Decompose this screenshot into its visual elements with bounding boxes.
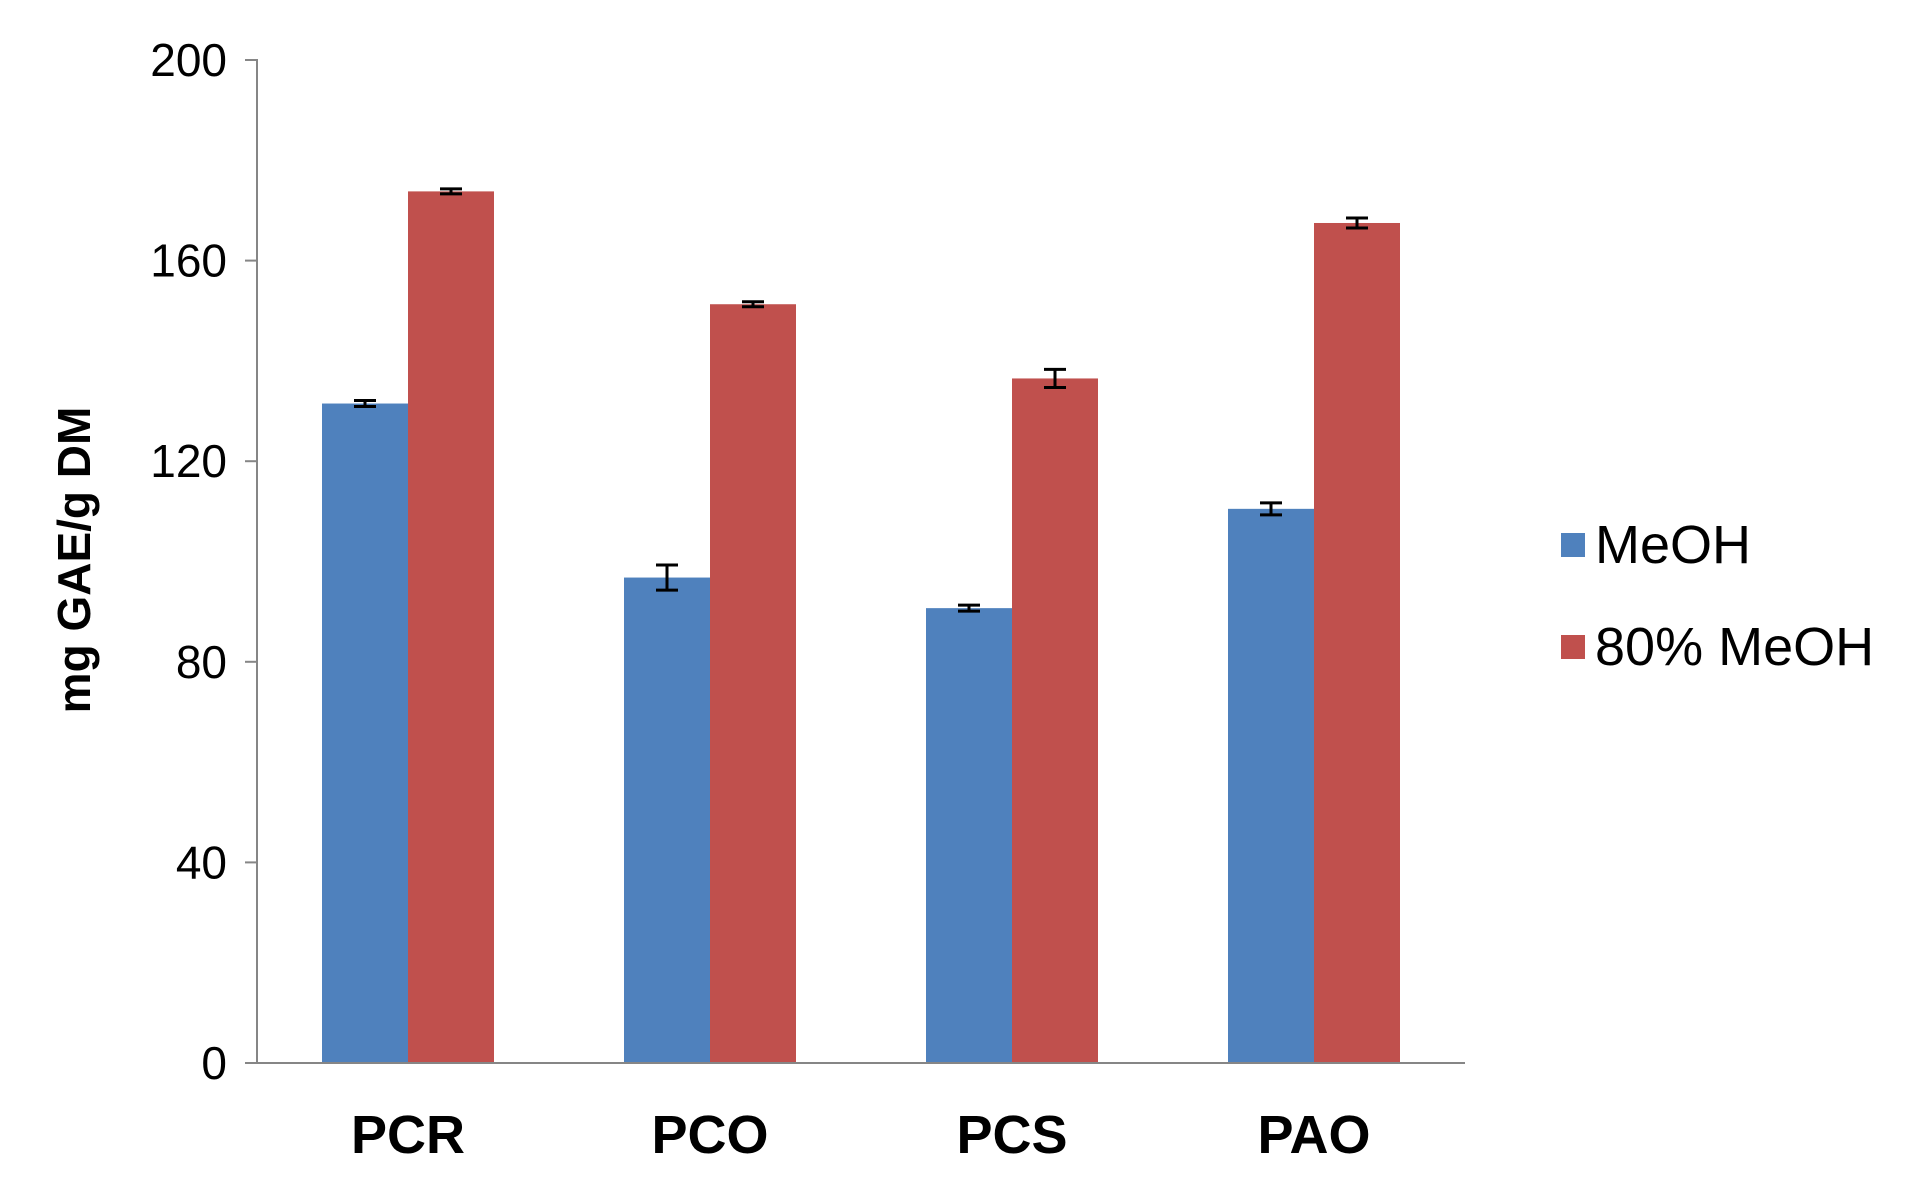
x-category-label: PCR [351, 1105, 465, 1165]
bar-pcs-series-1 [926, 608, 1012, 1063]
y-axis-title: mg GAE/g DM [48, 407, 100, 714]
y-tick-label: 80 [176, 636, 227, 688]
bar-pco-series-1 [624, 577, 710, 1063]
bar-pcs-series-2 [1012, 378, 1098, 1063]
legend-label: 80% MeOH [1595, 617, 1874, 677]
bar-pao-series-2 [1314, 222, 1400, 1064]
x-category-label: PAO [1257, 1105, 1370, 1165]
legend-label: MeOH [1595, 515, 1751, 575]
bar-pco-series-2 [710, 304, 796, 1064]
x-category-label: PCO [651, 1105, 768, 1165]
bar-pao-series-1 [1228, 508, 1314, 1063]
y-tick-label: 160 [150, 235, 227, 287]
y-tick-label: 200 [150, 34, 227, 86]
bar-pcr-series-2 [408, 191, 494, 1063]
y-tick-label: 0 [201, 1037, 227, 1089]
y-tick-label: 40 [176, 836, 227, 888]
legend-swatch [1561, 533, 1585, 557]
y-tick-label: 120 [150, 435, 227, 487]
legend-swatch [1561, 635, 1585, 659]
bar-pcr-series-1 [322, 403, 408, 1064]
x-category-label: PCS [956, 1105, 1067, 1165]
